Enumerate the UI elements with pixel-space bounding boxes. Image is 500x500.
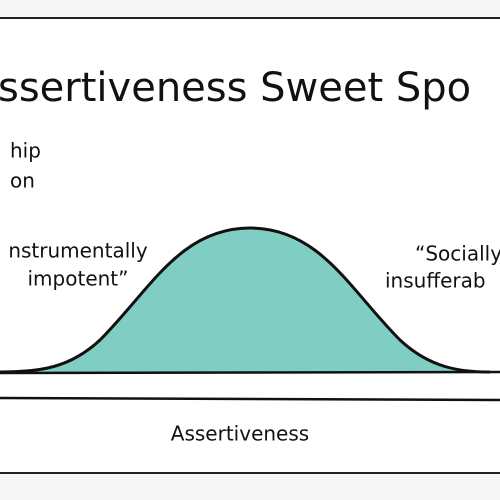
left-label-line: on [10, 169, 35, 193]
low-label-line: nstrumentally [8, 239, 148, 263]
curve [0, 226, 491, 374]
high-label-line: “Socially [415, 242, 500, 266]
curve-area [0, 228, 490, 372]
title: ssertiveness Sweet Spo [0, 65, 471, 111]
low-label-line: impotent” [28, 267, 129, 291]
high-label-line: insufferab [385, 269, 486, 293]
left-label-line: hip [10, 139, 41, 163]
axis [0, 396, 500, 402]
axis-label: Assertiveness [171, 422, 309, 446]
baseline [0, 370, 500, 375]
